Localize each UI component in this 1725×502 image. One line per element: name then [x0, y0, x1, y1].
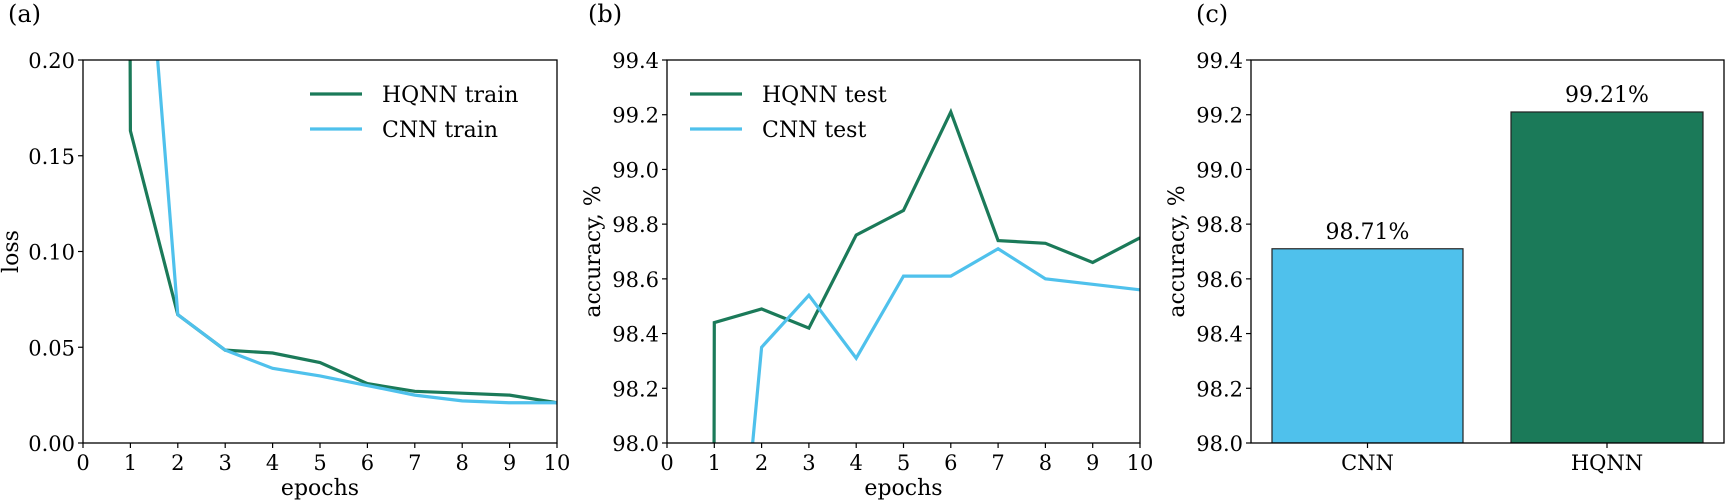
y-tick-label: 99.4 [612, 49, 659, 73]
series-line-cnn [156, 60, 557, 405]
y-tick-label: 99.2 [1196, 104, 1243, 128]
x-tick-label: 4 [850, 451, 863, 475]
bar-cnn [1271, 248, 1464, 443]
plot-area [1271, 111, 1704, 443]
x-tick-label: 0 [76, 451, 89, 475]
x-tick-label: 9 [503, 451, 516, 475]
x-axis-ticks: 0 1 2 3 4 5 6 7 8 9 10 [76, 443, 570, 475]
y-tick-label: 98.6 [1196, 268, 1243, 292]
series-line-hqnn [712, 107, 1140, 443]
y-axis-label: accuracy, % [1165, 185, 1190, 317]
x-tick-label: 5 [313, 451, 326, 475]
y-tick-label: 98.8 [612, 213, 659, 237]
panel-label-b: (b) [588, 0, 622, 28]
y-tick-label: 0.05 [28, 336, 75, 360]
x-tick-label: 0 [660, 451, 673, 475]
series-line-cnn [751, 246, 1140, 443]
y-tick-label: 98.4 [1196, 323, 1243, 347]
y-tick-label: 98.4 [612, 323, 659, 347]
axes-frame [82, 59, 558, 444]
y-tick-label: 0.10 [28, 241, 75, 265]
y-tick-label: 98.2 [1196, 377, 1243, 401]
plot-area [712, 107, 1140, 443]
legend-label-hqnn: HQNN test [762, 83, 887, 108]
x-tick-label: 10 [544, 451, 571, 475]
legend-label-hqnn: HQNN train [382, 83, 518, 108]
y-tick-label: 0.00 [28, 432, 75, 456]
series-line-hqnn [128, 60, 557, 405]
bar-value-label: 98.71% [1326, 220, 1410, 245]
x-tick-label: 9 [1086, 451, 1099, 475]
x-tick-label: 6 [361, 451, 374, 475]
x-axis-label: epochs [864, 476, 942, 501]
y-tick-label: 99.0 [1196, 158, 1243, 182]
y-tick-label: 98.8 [1196, 213, 1243, 237]
x-tick-label: 8 [1039, 451, 1052, 475]
y-tick-label: 99.2 [612, 104, 659, 128]
legend-label-cnn: CNN test [762, 118, 866, 143]
legend: HQNN train CNN train [310, 83, 518, 143]
category-label: CNN [1341, 451, 1394, 475]
legend-label-cnn: CNN train [382, 118, 498, 143]
axes-frame [666, 59, 1141, 444]
y-tick-label: 98.6 [612, 268, 659, 292]
panel-label-a: (a) [8, 0, 41, 28]
accuracy-bar-chart-panel: (c) 98.0 98.2 98.4 98.6 98.8 99.0 99.2 99.4 CNN… [1165, 0, 1725, 475]
x-tick-label: 7 [408, 451, 421, 475]
axes-frame [1250, 59, 1725, 444]
plot-area [128, 60, 557, 405]
accuracy-line-chart-panel: (b) 98.0 98.2 98.4 98.6 98.8 99.0 99.2 99.4 0 1 2… [581, 0, 1153, 501]
bar-hqnn [1510, 111, 1704, 443]
loss-chart-panel: (a) 0.00 0.05 0.10 0.15 0.20 0 1 2 3 4 5 6 7 8 9 10 ep… [0, 0, 570, 501]
y-axis-ticks: 98.0 98.2 98.4 98.6 98.8 99.0 99.2 99.4 [1196, 49, 1251, 456]
y-tick-label: 99.0 [612, 158, 659, 182]
x-tick-label: 2 [171, 451, 184, 475]
x-tick-label: 1 [124, 451, 137, 475]
x-tick-label: 3 [219, 451, 232, 475]
y-tick-label: 0.15 [28, 145, 75, 169]
y-tick-label: 98.2 [612, 377, 659, 401]
x-tick-label: 4 [266, 451, 279, 475]
x-tick-label: 8 [456, 451, 469, 475]
y-axis-ticks: 0.00 0.05 0.10 0.15 0.20 [28, 49, 83, 456]
y-tick-label: 99.4 [1196, 49, 1243, 73]
x-axis-ticks: CNN HQNN [1341, 443, 1643, 475]
category-label: HQNN [1571, 451, 1643, 475]
legend: HQNN test CNN test [690, 83, 887, 143]
y-axis-ticks: 98.0 98.2 98.4 98.6 98.8 99.0 99.2 99.4 [612, 49, 667, 456]
y-axis-label: accuracy, % [581, 185, 606, 317]
x-tick-label: 10 [1127, 451, 1154, 475]
bar-value-label: 99.21% [1565, 83, 1649, 108]
x-tick-label: 6 [944, 451, 957, 475]
y-tick-label: 98.0 [1196, 432, 1243, 456]
panel-label-c: (c) [1196, 0, 1228, 28]
x-axis-label: epochs [281, 476, 359, 501]
x-tick-label: 1 [708, 451, 721, 475]
x-tick-label: 5 [897, 451, 910, 475]
y-axis-label: loss [0, 230, 24, 273]
x-axis-ticks: 0 1 2 3 4 5 6 7 8 9 10 [660, 443, 1153, 475]
y-tick-label: 0.20 [28, 49, 75, 73]
x-tick-label: 2 [755, 451, 768, 475]
x-tick-label: 3 [802, 451, 815, 475]
y-tick-label: 98.0 [612, 432, 659, 456]
x-tick-label: 7 [991, 451, 1004, 475]
